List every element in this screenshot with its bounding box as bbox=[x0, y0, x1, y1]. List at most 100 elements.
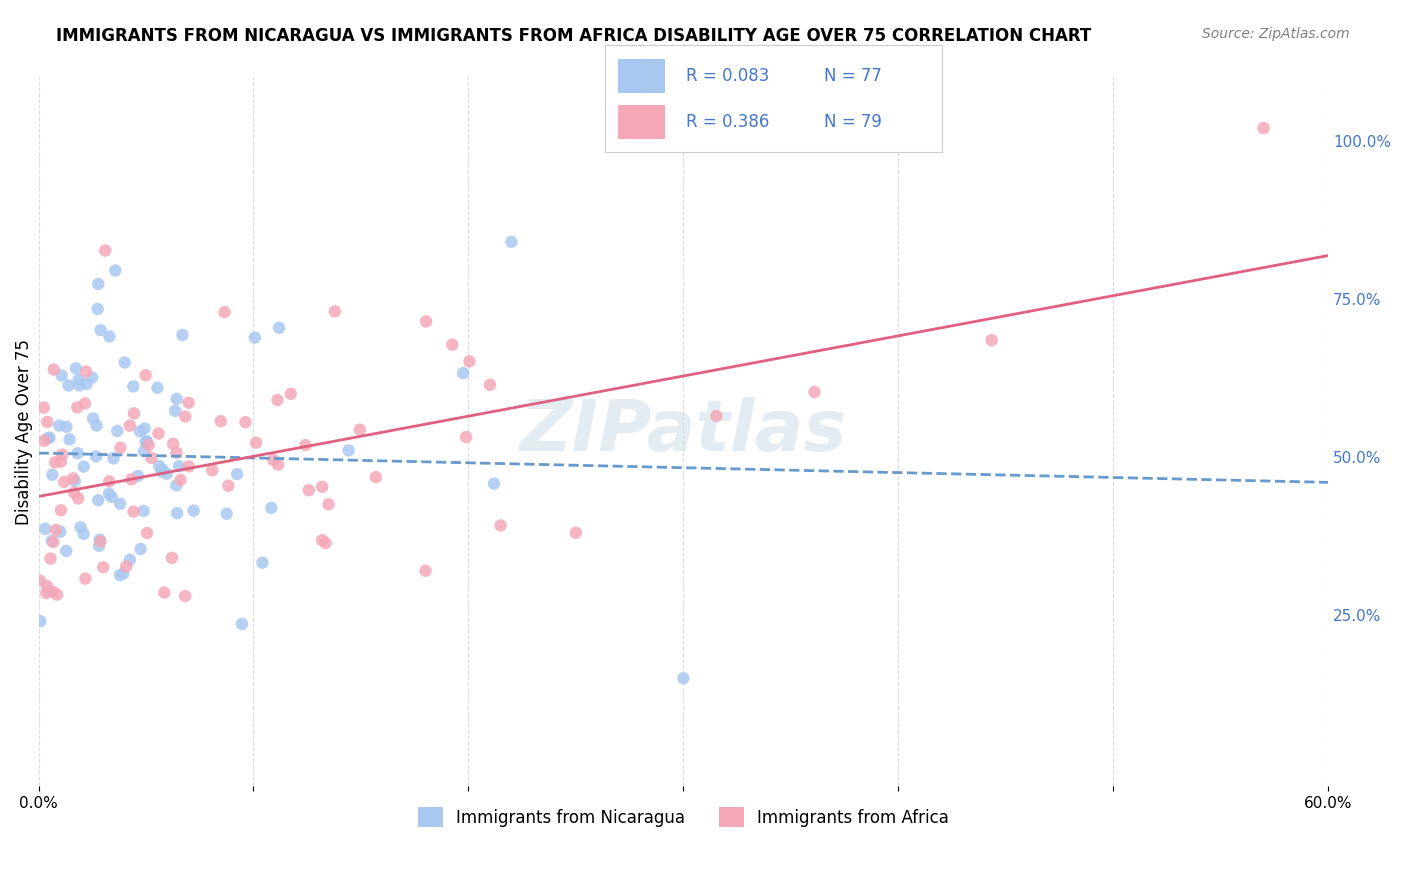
Point bbox=[165, 478, 187, 492]
Point bbox=[129, 425, 152, 439]
Point bbox=[166, 392, 188, 406]
Point bbox=[110, 441, 132, 455]
Point bbox=[252, 556, 274, 570]
Point bbox=[280, 386, 302, 401]
Point bbox=[262, 453, 284, 467]
Point bbox=[38, 431, 60, 445]
Point bbox=[415, 314, 437, 328]
Point bbox=[231, 616, 253, 631]
Point bbox=[165, 404, 187, 418]
Point bbox=[267, 458, 290, 472]
Point bbox=[323, 304, 346, 318]
Point bbox=[114, 355, 136, 369]
Y-axis label: Disability Age Over 75: Disability Age Over 75 bbox=[15, 339, 32, 524]
Point bbox=[38, 584, 60, 599]
Point bbox=[39, 551, 62, 566]
Point bbox=[30, 614, 52, 628]
Point bbox=[214, 305, 236, 319]
Point bbox=[138, 438, 160, 452]
Point bbox=[120, 472, 142, 486]
Text: Source: ZipAtlas.com: Source: ZipAtlas.com bbox=[1202, 27, 1350, 41]
Point bbox=[35, 579, 58, 593]
Point bbox=[55, 419, 77, 434]
Point bbox=[803, 384, 825, 399]
Text: N = 77: N = 77 bbox=[824, 67, 882, 85]
Point bbox=[441, 337, 464, 351]
Point bbox=[565, 525, 588, 540]
Point bbox=[41, 533, 63, 548]
Point bbox=[478, 377, 501, 392]
Point bbox=[129, 541, 152, 556]
Point bbox=[42, 535, 65, 549]
Point bbox=[46, 588, 69, 602]
Point bbox=[98, 486, 121, 500]
Point bbox=[152, 462, 174, 476]
Point bbox=[122, 406, 145, 420]
Point bbox=[55, 544, 77, 558]
Point bbox=[146, 381, 169, 395]
Point bbox=[73, 527, 96, 541]
Point bbox=[501, 235, 523, 249]
Point bbox=[489, 518, 512, 533]
Point bbox=[150, 464, 173, 478]
Point bbox=[135, 435, 157, 450]
Point bbox=[58, 378, 80, 392]
Point bbox=[89, 539, 111, 553]
Point bbox=[98, 329, 121, 343]
Point bbox=[67, 373, 90, 387]
Point bbox=[127, 469, 149, 483]
Point bbox=[66, 401, 89, 415]
Text: R = 0.386: R = 0.386 bbox=[686, 112, 769, 130]
Point bbox=[672, 671, 695, 685]
Point bbox=[201, 463, 224, 477]
Point bbox=[51, 448, 73, 462]
Point bbox=[75, 572, 97, 586]
Point bbox=[67, 491, 90, 506]
Point bbox=[51, 368, 73, 383]
Point bbox=[58, 433, 80, 447]
Point bbox=[135, 434, 157, 449]
Point bbox=[66, 446, 89, 460]
Point bbox=[266, 392, 288, 407]
Point bbox=[98, 475, 121, 489]
Point bbox=[174, 589, 197, 603]
Point bbox=[86, 418, 108, 433]
Point bbox=[166, 446, 188, 460]
Point bbox=[132, 444, 155, 458]
Point bbox=[122, 505, 145, 519]
Text: ZIPatlas: ZIPatlas bbox=[520, 397, 846, 467]
Point bbox=[87, 277, 110, 291]
Point bbox=[172, 328, 194, 343]
Text: R = 0.083: R = 0.083 bbox=[686, 67, 769, 85]
Point bbox=[89, 534, 111, 549]
Point bbox=[108, 568, 131, 582]
Point bbox=[28, 574, 51, 588]
Point bbox=[32, 401, 55, 415]
Point bbox=[108, 497, 131, 511]
Point bbox=[103, 451, 125, 466]
Point bbox=[42, 362, 65, 376]
Point bbox=[177, 459, 200, 474]
Point bbox=[298, 483, 321, 497]
Point bbox=[169, 473, 191, 487]
Point bbox=[260, 500, 283, 515]
Point bbox=[166, 506, 188, 520]
Point bbox=[49, 454, 72, 468]
Point bbox=[63, 485, 86, 500]
Point bbox=[183, 504, 205, 518]
Point bbox=[217, 479, 239, 493]
Point bbox=[458, 354, 481, 368]
Point bbox=[209, 414, 232, 428]
Point bbox=[1253, 121, 1275, 136]
Point bbox=[94, 244, 117, 258]
Point bbox=[42, 584, 65, 599]
Point bbox=[100, 490, 122, 504]
Point bbox=[456, 430, 478, 444]
Point bbox=[104, 263, 127, 277]
Text: IMMIGRANTS FROM NICARAGUA VS IMMIGRANTS FROM AFRICA DISABILITY AGE OVER 75 CORRE: IMMIGRANTS FROM NICARAGUA VS IMMIGRANTS … bbox=[56, 27, 1091, 45]
Point bbox=[41, 467, 63, 482]
Point bbox=[704, 409, 727, 423]
Point bbox=[118, 553, 141, 567]
Point bbox=[75, 364, 97, 378]
Point bbox=[76, 376, 98, 391]
